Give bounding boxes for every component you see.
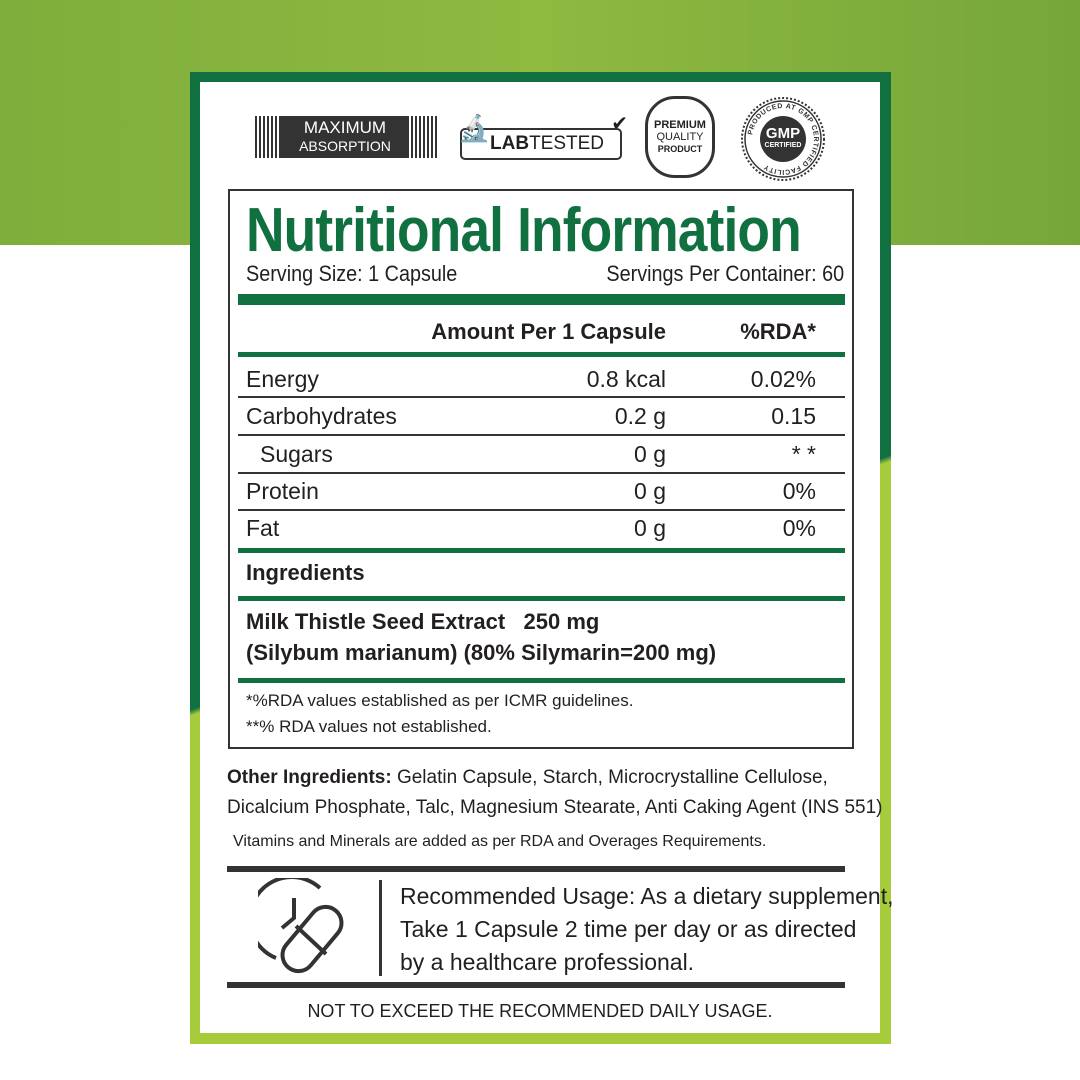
nutrient-rda: 0% (782, 478, 816, 504)
ingredient-name: Milk Thistle Seed Extract (246, 609, 506, 634)
divider (227, 866, 845, 872)
nutrient-rda: 0% (782, 515, 816, 541)
nutrient-amount: 0 g (634, 441, 666, 467)
divider (238, 678, 845, 683)
badge-text: MAXIMUM (303, 118, 387, 137)
other-ingredients-label: Other Ingredients: (227, 767, 392, 788)
badge-text: QUALITY (656, 131, 704, 143)
divider (227, 982, 845, 988)
usage-text: As a dietary supplement, (635, 883, 894, 909)
ingredient-line: Milk Thistle Seed Extract 250 mg (246, 609, 826, 635)
divider (238, 548, 845, 553)
divider (238, 509, 845, 511)
nutrient-rda: * * (791, 441, 816, 467)
badge-text: LAB (490, 133, 530, 154)
badges-row: MAXIMUM ABSORPTION 🔬 LABTESTED ✔ PREMIUM… (255, 96, 835, 191)
divider (238, 472, 845, 474)
nutrient-amount: 0.8 kcal (586, 366, 666, 392)
divider (238, 596, 845, 601)
ingredient-botanical: (Silybum marianum) (80% Silymarin=200 mg… (246, 640, 717, 665)
nutrient-rda: 0.15 (771, 403, 816, 429)
nutrient-name: Protein (246, 478, 319, 504)
nutrition-panel: Nutritional Information Serving Size: 1 … (228, 189, 854, 749)
nutrient-amount: 0 g (634, 478, 666, 504)
divider (238, 396, 845, 398)
vitamins-note: Vitamins and Minerals are added as per R… (233, 833, 767, 850)
lab-tested-badge: 🔬 LABTESTED ✔ (458, 113, 628, 160)
maximum-absorption-badge: MAXIMUM ABSORPTION (255, 116, 437, 158)
badge-text: GMP (765, 125, 801, 142)
footnote: *%RDA values established as per ICMR gui… (246, 691, 634, 710)
badge-text: PRODUCT (657, 144, 703, 154)
heading-text: Ingredients (246, 560, 365, 585)
premium-quality-seal: PREMIUM QUALITY PRODUCT (645, 96, 715, 178)
other-ingredients-text: Dicalcium Phosphate, Talc, Magnesium Ste… (227, 797, 883, 818)
nutrient-name: Carbohydrates (246, 403, 397, 429)
divider (238, 352, 845, 357)
nutrient-name: Energy (246, 366, 319, 392)
nutrient-name: Sugars (260, 441, 333, 467)
usage-label: Recommended Usage: (400, 883, 636, 909)
ingredient-line: (Silybum marianum) (80% Silymarin=200 mg… (246, 640, 826, 666)
badge-text: CERTIFIED (764, 142, 802, 149)
divider (238, 434, 845, 436)
divider (379, 880, 382, 976)
badge-text: ABSORPTION (299, 138, 391, 154)
other-ingredients: Other Ingredients: Gelatin Capsule, Star… (227, 763, 883, 823)
servings-per-container: Servings Per Container: 60 (606, 261, 844, 286)
badge-text: TESTED (529, 133, 605, 154)
divider (238, 294, 845, 305)
other-ingredients-text: Gelatin Capsule, Starch, Microcrystallin… (391, 767, 828, 788)
footnote: **% RDA values not established. (246, 717, 492, 736)
nutrient-rda: 0.02% (750, 366, 816, 392)
nutrient-name: Fat (246, 515, 280, 541)
page-title: Nutritional Information (246, 196, 802, 265)
badge-text: PREMIUM (654, 119, 706, 131)
usage-text: Take 1 Capsule 2 time per day or as dire… (400, 916, 857, 942)
clock-capsule-icon (258, 878, 344, 974)
checkmark-icon: ✔ (611, 113, 628, 135)
column-header: Amount Per 1 Capsule (431, 319, 666, 344)
usage-text: by a healthcare professional. (400, 949, 695, 975)
recommended-usage: Recommended Usage: As a dietary suppleme… (400, 880, 894, 979)
gmp-certified-seal: PRODUCED AT GMP CERTIFIED FACILITY GMP C… (740, 96, 826, 182)
ingredient-amount: 250 mg (523, 609, 600, 634)
nutrient-amount: 0.2 g (614, 403, 666, 429)
microscope-icon: 🔬 (458, 113, 491, 143)
warning-text: NOT TO EXCEED THE RECOMMENDED DAILY USAG… (307, 1001, 773, 1021)
serving-size: Serving Size: 1 Capsule (246, 261, 458, 286)
column-header: %RDA* (740, 319, 816, 344)
nutrient-amount: 0 g (634, 515, 666, 541)
label-panel (200, 82, 880, 1033)
